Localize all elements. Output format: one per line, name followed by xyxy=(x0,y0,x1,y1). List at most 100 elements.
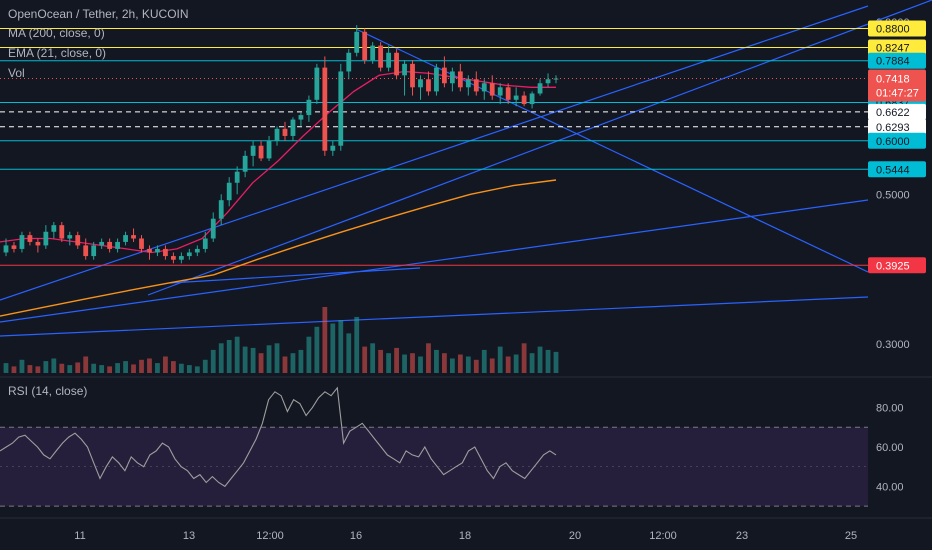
candle-body xyxy=(282,128,288,136)
candle-body xyxy=(442,67,447,84)
candle-body xyxy=(67,235,73,239)
candle-body xyxy=(306,99,312,116)
volume-bar xyxy=(163,356,168,373)
trend-line xyxy=(355,28,869,273)
candle-body xyxy=(497,87,503,96)
candle-body xyxy=(83,245,89,257)
level-tag-label: 0.3925 xyxy=(876,260,910,272)
candle-body xyxy=(131,235,136,239)
candle-body xyxy=(210,218,216,239)
volume-bar xyxy=(497,346,503,373)
volume-bar xyxy=(83,356,89,373)
ema-legend[interactable]: EMA (21, close, 0) xyxy=(8,46,107,60)
price-tick-label: 0.3000 xyxy=(876,339,910,351)
rsi-tick-label: 60.00 xyxy=(876,442,904,454)
candle-body xyxy=(234,171,240,183)
level-tag xyxy=(868,103,926,120)
volume-bar xyxy=(27,365,33,373)
volume-bar xyxy=(290,353,296,373)
volume-bar xyxy=(274,343,280,373)
volume-bar xyxy=(346,333,352,373)
volume-bar xyxy=(362,346,368,373)
candle-body xyxy=(171,256,176,260)
level-tag-label: 0.8800 xyxy=(876,23,910,35)
volume-bar xyxy=(505,356,511,373)
volume-bar xyxy=(298,349,304,373)
candle-body xyxy=(370,45,376,61)
volume-bar xyxy=(67,365,73,373)
rsi-legend[interactable]: RSI (14, close) xyxy=(8,384,88,398)
volume-bar xyxy=(155,363,160,373)
volume-bar xyxy=(35,366,41,373)
level-tag-label: 0.6293 xyxy=(876,122,910,134)
level-tag-label: 0.8247 xyxy=(876,42,910,54)
volume-bar xyxy=(234,336,240,373)
volume-bar xyxy=(394,347,399,373)
volume-bar xyxy=(19,359,25,373)
volume-bar xyxy=(194,366,200,373)
candle-body xyxy=(186,252,192,257)
volume-bar xyxy=(418,356,423,373)
volume-bar xyxy=(410,353,415,373)
level-tag-label: 0.5444 xyxy=(876,164,910,176)
symbol-title[interactable]: OpenOcean / Tether, 2h, KUCOIN xyxy=(8,7,189,21)
level-tag xyxy=(868,132,926,149)
rsi-tick-label: 40.00 xyxy=(876,481,904,493)
candle-body xyxy=(410,63,415,88)
volume-bar xyxy=(202,359,208,373)
candle-body xyxy=(202,238,208,249)
candle-body xyxy=(266,140,272,159)
volume-bar xyxy=(306,336,312,373)
candle-body xyxy=(155,248,160,253)
trend-line xyxy=(0,296,869,337)
candle-body xyxy=(274,128,280,141)
candle-body xyxy=(115,241,120,249)
volume-bar xyxy=(178,363,184,373)
candle-body xyxy=(346,52,352,72)
candle-body xyxy=(434,67,439,92)
volume-bar xyxy=(99,365,105,373)
volume-bar xyxy=(218,343,224,373)
candle-body xyxy=(521,95,527,105)
level-tag xyxy=(868,161,926,178)
level-tag xyxy=(868,52,926,69)
level-tag xyxy=(868,257,926,274)
candle-body xyxy=(91,245,97,257)
vol-legend[interactable]: Vol xyxy=(8,66,25,80)
candle-body xyxy=(481,83,487,92)
volume-bar xyxy=(210,349,216,373)
ma200-line xyxy=(0,179,557,317)
volume-bar xyxy=(521,343,527,373)
time-tick-label: 16 xyxy=(350,530,362,542)
candle-body xyxy=(394,52,399,76)
candle-body xyxy=(218,200,224,219)
volume-bar xyxy=(250,347,256,373)
candle-body xyxy=(107,241,113,249)
volume-bar xyxy=(434,349,439,373)
time-tick-label: 20 xyxy=(569,530,581,542)
candle-body xyxy=(489,83,495,96)
countdown-label: 01:47:27 xyxy=(876,88,919,100)
candle-body xyxy=(3,245,9,253)
candle-body xyxy=(290,119,296,136)
candle-body xyxy=(99,241,105,246)
time-tick-label: 11 xyxy=(74,530,85,542)
volume-bar xyxy=(481,349,487,373)
volume-bar xyxy=(226,340,232,373)
volume-bar xyxy=(489,358,495,373)
candle-body xyxy=(250,145,256,156)
level-tag xyxy=(868,118,926,135)
ma-legend[interactable]: MA (200, close, 0) xyxy=(8,26,105,40)
ema21-line xyxy=(0,70,556,254)
candle-body xyxy=(139,238,144,249)
candle-body xyxy=(505,87,511,100)
volume-bar xyxy=(75,362,81,373)
time-tick-label: 25 xyxy=(845,530,857,542)
volume-bar xyxy=(457,354,463,373)
candle-body xyxy=(226,182,232,201)
volume-bar xyxy=(513,354,519,373)
volume-bar xyxy=(131,364,136,373)
candle-body xyxy=(242,155,248,172)
candle-body xyxy=(59,225,65,239)
